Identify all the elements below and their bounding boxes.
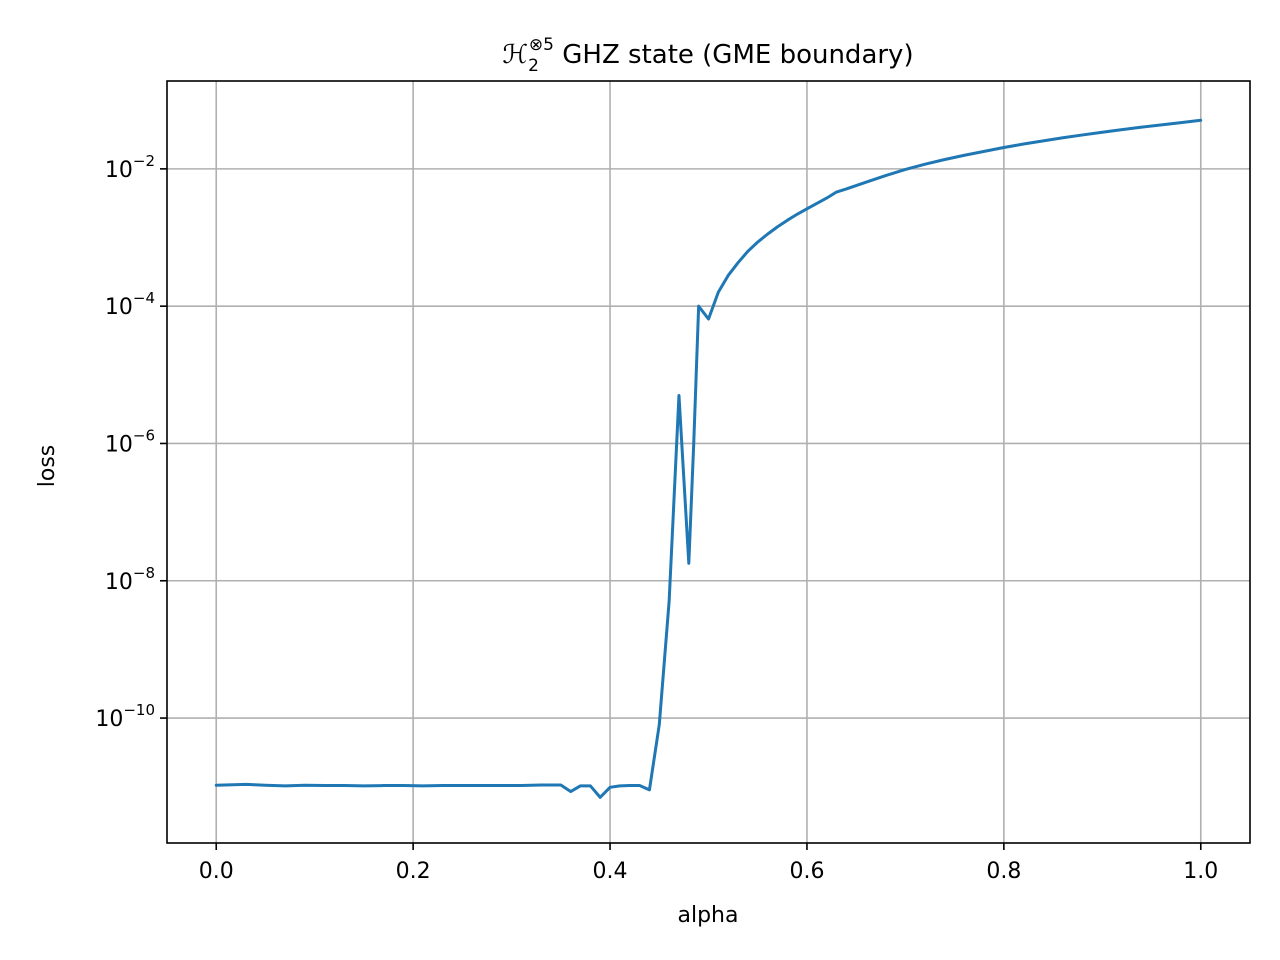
y-tick-exponent: −10 [123, 701, 155, 719]
y-tick-label: 10−8 [105, 564, 155, 595]
x-axis-label: alpha [678, 903, 739, 928]
chart-title: ℋ2⊗5 GHZ state (GME boundary) [502, 35, 913, 76]
y-tick-base: 10 [105, 295, 133, 320]
y-tick-label: 10−10 [95, 701, 155, 732]
y-tick-base: 10 [105, 570, 133, 595]
y-tick-exponent: −2 [133, 152, 155, 170]
x-tick-label: 0.2 [396, 859, 431, 884]
plot-frame [166, 80, 1251, 844]
grid [167, 81, 1250, 843]
x-tick-label: 0.6 [789, 859, 824, 884]
y-tick-base: 10 [95, 707, 123, 732]
series-line [214, 118, 1203, 799]
y-tick-base: 10 [105, 158, 133, 183]
x-tick-label: 0.8 [986, 859, 1021, 884]
y-tick-base: 10 [105, 432, 133, 457]
y-tick-exponent: −6 [133, 426, 155, 444]
y-axis-label: loss [35, 445, 60, 488]
ticks: 0.0 0.2 0.4 0.6 0.8 1.010−210−410−610−810−10 [95, 152, 1218, 884]
y-tick-label: 10−6 [105, 426, 155, 457]
x-tick-label: 0.4 [593, 859, 628, 884]
x-tick-label: 0.0 [199, 859, 234, 884]
series-layer [214, 118, 1203, 799]
title-subscript: 2 [528, 56, 539, 76]
x-tick-label: 1.0 [1183, 859, 1218, 884]
y-tick-label: 10−2 [105, 152, 155, 183]
y-tick-exponent: −4 [133, 289, 155, 307]
title-text: GHZ state (GME boundary) [554, 40, 914, 70]
y-tick-exponent: −8 [133, 564, 155, 582]
title-superscript: ⊗5 [529, 35, 554, 55]
y-tick-label: 10−4 [105, 289, 155, 320]
title-symbol: ℋ [502, 40, 528, 70]
